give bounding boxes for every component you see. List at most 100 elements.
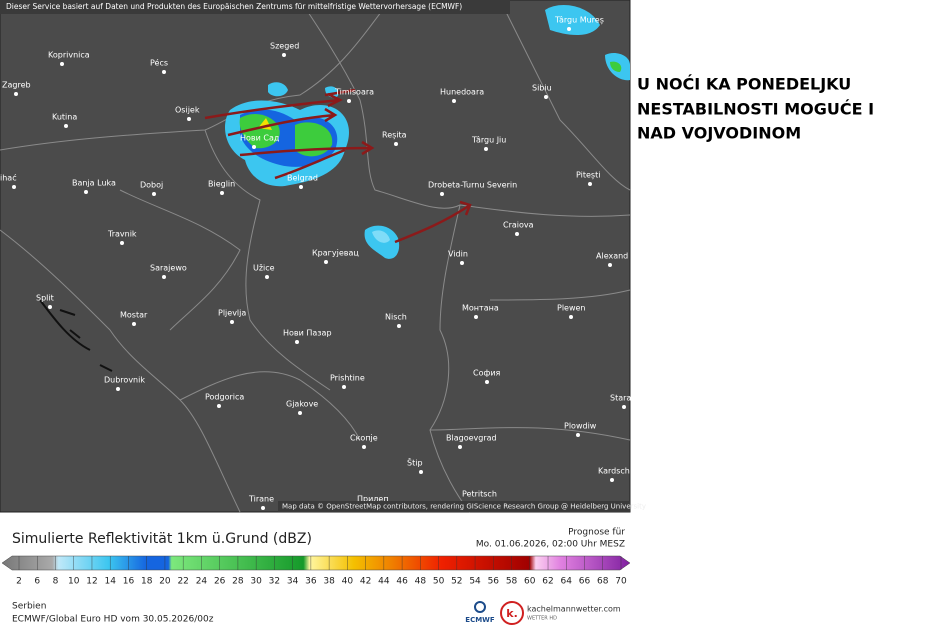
logo-letter: k. <box>506 607 518 620</box>
borders <box>0 0 631 513</box>
city-label: Drobeta-Turnu Severin <box>428 181 517 190</box>
attribution-bg <box>0 0 510 14</box>
scale-label: 6 <box>34 577 40 587</box>
city-dot <box>567 27 571 31</box>
legend: Simulierte Reflektivität 1km ü.Grund (dB… <box>1 528 631 587</box>
scale-label: 26 <box>214 577 226 587</box>
scale-label: 24 <box>196 577 208 587</box>
map-credits: Map data © OpenStreetMap contributors, r… <box>282 503 646 511</box>
city-dot <box>261 506 265 510</box>
legend-title: Simulierte Reflektivität 1km ü.Grund (dB… <box>12 531 312 547</box>
scale-label: 32 <box>269 577 280 587</box>
scale-label: 12 <box>86 577 97 587</box>
scale-label: 22 <box>177 577 188 587</box>
city-label: Doboj <box>140 181 163 190</box>
logo <box>500 601 524 625</box>
ecmwf-icon <box>474 601 486 613</box>
scale-label: 64 <box>561 577 573 587</box>
city-label: Koprivnica <box>48 51 90 60</box>
forecast-time: Mo. 01.06.2026, 02:00 Uhr MESZ <box>476 540 625 550</box>
city-dot <box>265 275 269 279</box>
city-dot <box>515 232 519 236</box>
headline: U NOĆI KA PONEDELJKU NESTABILNOSTI MOGUĆ… <box>637 75 874 143</box>
city-label: Mostar <box>120 311 148 320</box>
city-dot <box>610 478 614 482</box>
city-dot <box>116 387 120 391</box>
city-dot <box>252 145 256 149</box>
scale-label: 10 <box>68 577 80 587</box>
city-label: Sibiu <box>532 84 552 93</box>
city-label: Prishtine <box>330 374 365 383</box>
city-dot <box>187 117 191 121</box>
scale-label: 20 <box>159 577 171 587</box>
scale-label: 62 <box>542 577 553 587</box>
city-label: Zagreb <box>2 81 31 90</box>
city-label: Sarajewo <box>150 264 187 273</box>
site-sub: WETTER HD <box>527 616 557 622</box>
city-label: Kutina <box>52 113 77 122</box>
city-dot <box>162 275 166 279</box>
scale-label: 68 <box>597 577 609 587</box>
city-dot <box>485 380 489 384</box>
region: Serbien <box>12 602 46 612</box>
scale-label: 60 <box>524 577 536 587</box>
city-dot <box>544 95 548 99</box>
coastline <box>39 299 113 372</box>
city-label: Travnik <box>107 230 137 239</box>
city-label: Podgorica <box>205 393 244 402</box>
city-dot <box>394 142 398 146</box>
city-label: Dubrovnik <box>104 376 145 385</box>
city-label: ihać <box>0 173 17 183</box>
city-label: Скопје <box>350 434 378 443</box>
scale-label: 70 <box>615 577 627 587</box>
color-scale <box>1 555 631 571</box>
city-dot <box>474 315 478 319</box>
city-dot <box>362 445 366 449</box>
city-label: Užice <box>253 264 275 273</box>
scale-label: 66 <box>579 577 591 587</box>
city-label: София <box>473 369 501 378</box>
scale-label: 42 <box>360 577 371 587</box>
city-dot <box>342 385 346 389</box>
city-label: Крагујевац <box>312 249 359 258</box>
city-dot <box>132 322 136 326</box>
city-label: Štip <box>407 457 423 468</box>
scale-label: 40 <box>342 577 354 587</box>
city-label: Split <box>36 294 54 303</box>
city-label: Монтана <box>462 304 499 313</box>
city-label: Târgu Jiu <box>471 136 506 145</box>
model-run: ECMWF/Global Euro HD vom 30.05.2026/00z <box>12 615 214 625</box>
scale-label: 16 <box>123 577 135 587</box>
city-label: Szeged <box>270 42 299 51</box>
city-label: Нови Сад <box>240 134 280 143</box>
city-label: Нови Пазар <box>283 329 332 338</box>
city-dot <box>230 320 234 324</box>
city-label: Pécs <box>150 58 168 68</box>
city-dot <box>452 99 456 103</box>
city-dot <box>152 192 156 196</box>
scale-label: 8 <box>53 577 59 587</box>
city-label: Alexand <box>596 252 628 261</box>
scale-label: 46 <box>396 577 408 587</box>
headline-line: NESTABILNOSTI MOGUĆE I <box>637 100 874 119</box>
city-label: Pljevlja <box>218 309 246 318</box>
city-dot <box>324 260 328 264</box>
city-label: Hunedoara <box>440 88 484 97</box>
scale-label: 38 <box>323 577 335 587</box>
city-label: Petritsch <box>462 490 497 499</box>
city-dot <box>48 305 52 309</box>
city-dot <box>484 147 488 151</box>
city-dot <box>299 185 303 189</box>
precipitation <box>225 5 630 259</box>
city-dot <box>440 192 444 196</box>
city-label: Reșita <box>382 131 407 141</box>
city-label: Plowdiw <box>564 422 597 431</box>
forecast-label: Prognose für <box>568 528 625 538</box>
city-label: Nisch <box>385 313 407 322</box>
city-dot <box>64 124 68 128</box>
scale-ticks: 2 6 8 10 12 14 16 18 20 22 24 26 28 30 32 34 36 38 40 42 44 4… <box>16 556 627 587</box>
footer: Serbien ECMWF/Global Euro HD vom 30.05.2… <box>12 601 621 625</box>
city-dot <box>569 315 573 319</box>
headline-line: U NOĆI KA PONEDELJKU <box>637 75 851 94</box>
